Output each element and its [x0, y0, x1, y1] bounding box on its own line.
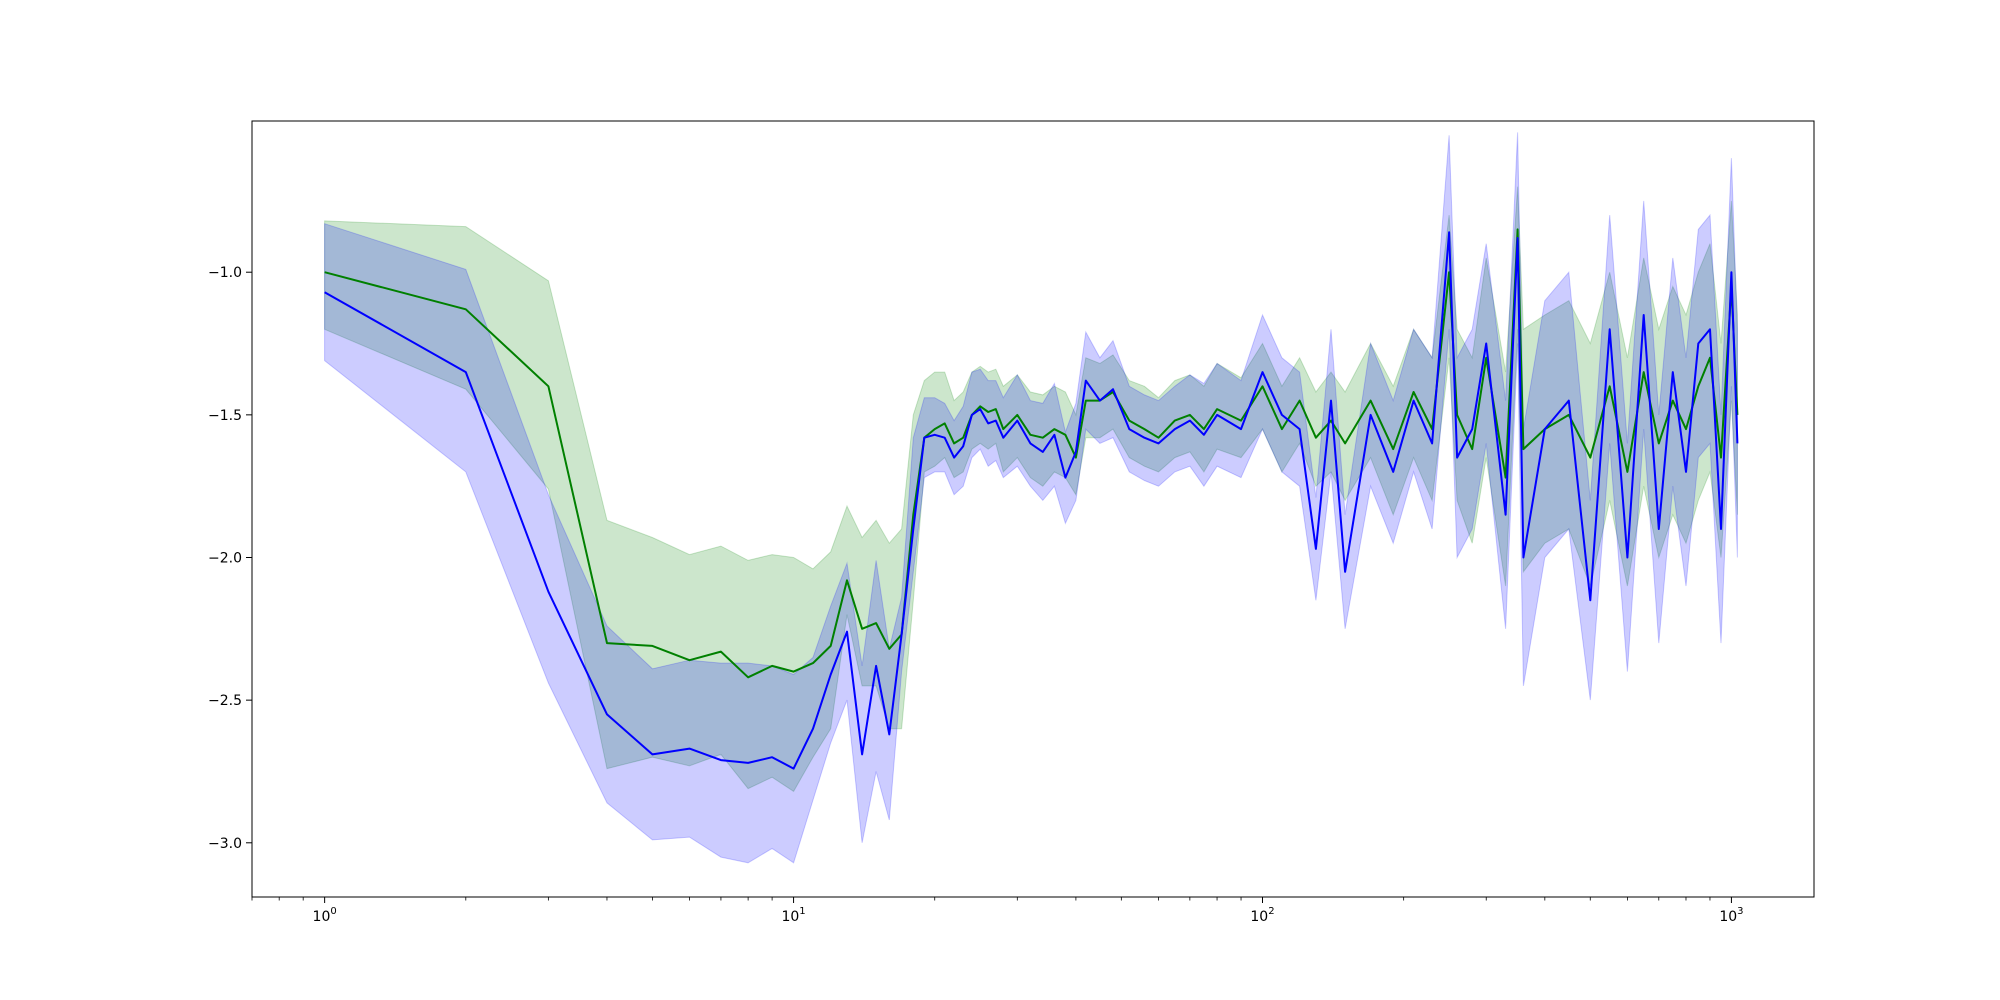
- y-tick-label: −1.5: [208, 408, 242, 424]
- x-tick-label: 102: [1250, 906, 1274, 925]
- x-tick-base: 10: [313, 909, 331, 925]
- x-tick-exponent: 0: [330, 906, 336, 917]
- y-tick-label: −3.0: [208, 836, 242, 852]
- x-tick-label: 100: [313, 906, 337, 925]
- x-tick-label: 103: [1719, 906, 1743, 925]
- x-tick-exponent: 2: [1268, 906, 1274, 917]
- x-tick-label: 101: [781, 906, 805, 925]
- x-tick-exponent: 1: [799, 906, 805, 917]
- x-tick-base: 10: [1719, 909, 1737, 925]
- series-lines: [324, 228, 1739, 770]
- x-axis-ticks: 100 101 102 103: [251, 897, 1744, 925]
- y-tick-label: −2.0: [208, 551, 242, 567]
- series-0-line: [324, 228, 1739, 679]
- series-1-band: [324, 132, 1738, 864]
- y-tick-label: −1.0: [208, 265, 242, 281]
- y-tick-label: −2.5: [208, 693, 242, 709]
- series-0-band: [324, 186, 1738, 793]
- x-tick-exponent: 3: [1737, 906, 1743, 917]
- x-tick-base: 10: [781, 909, 799, 925]
- series-1-line: [324, 231, 1739, 770]
- x-tick-base: 10: [1250, 909, 1268, 925]
- y-axis-ticks: −1.0 −1.5 −2.0 −2.5 −3.0: [208, 265, 252, 852]
- confidence-bands: [324, 132, 1738, 864]
- axes-frame: [251, 120, 1815, 898]
